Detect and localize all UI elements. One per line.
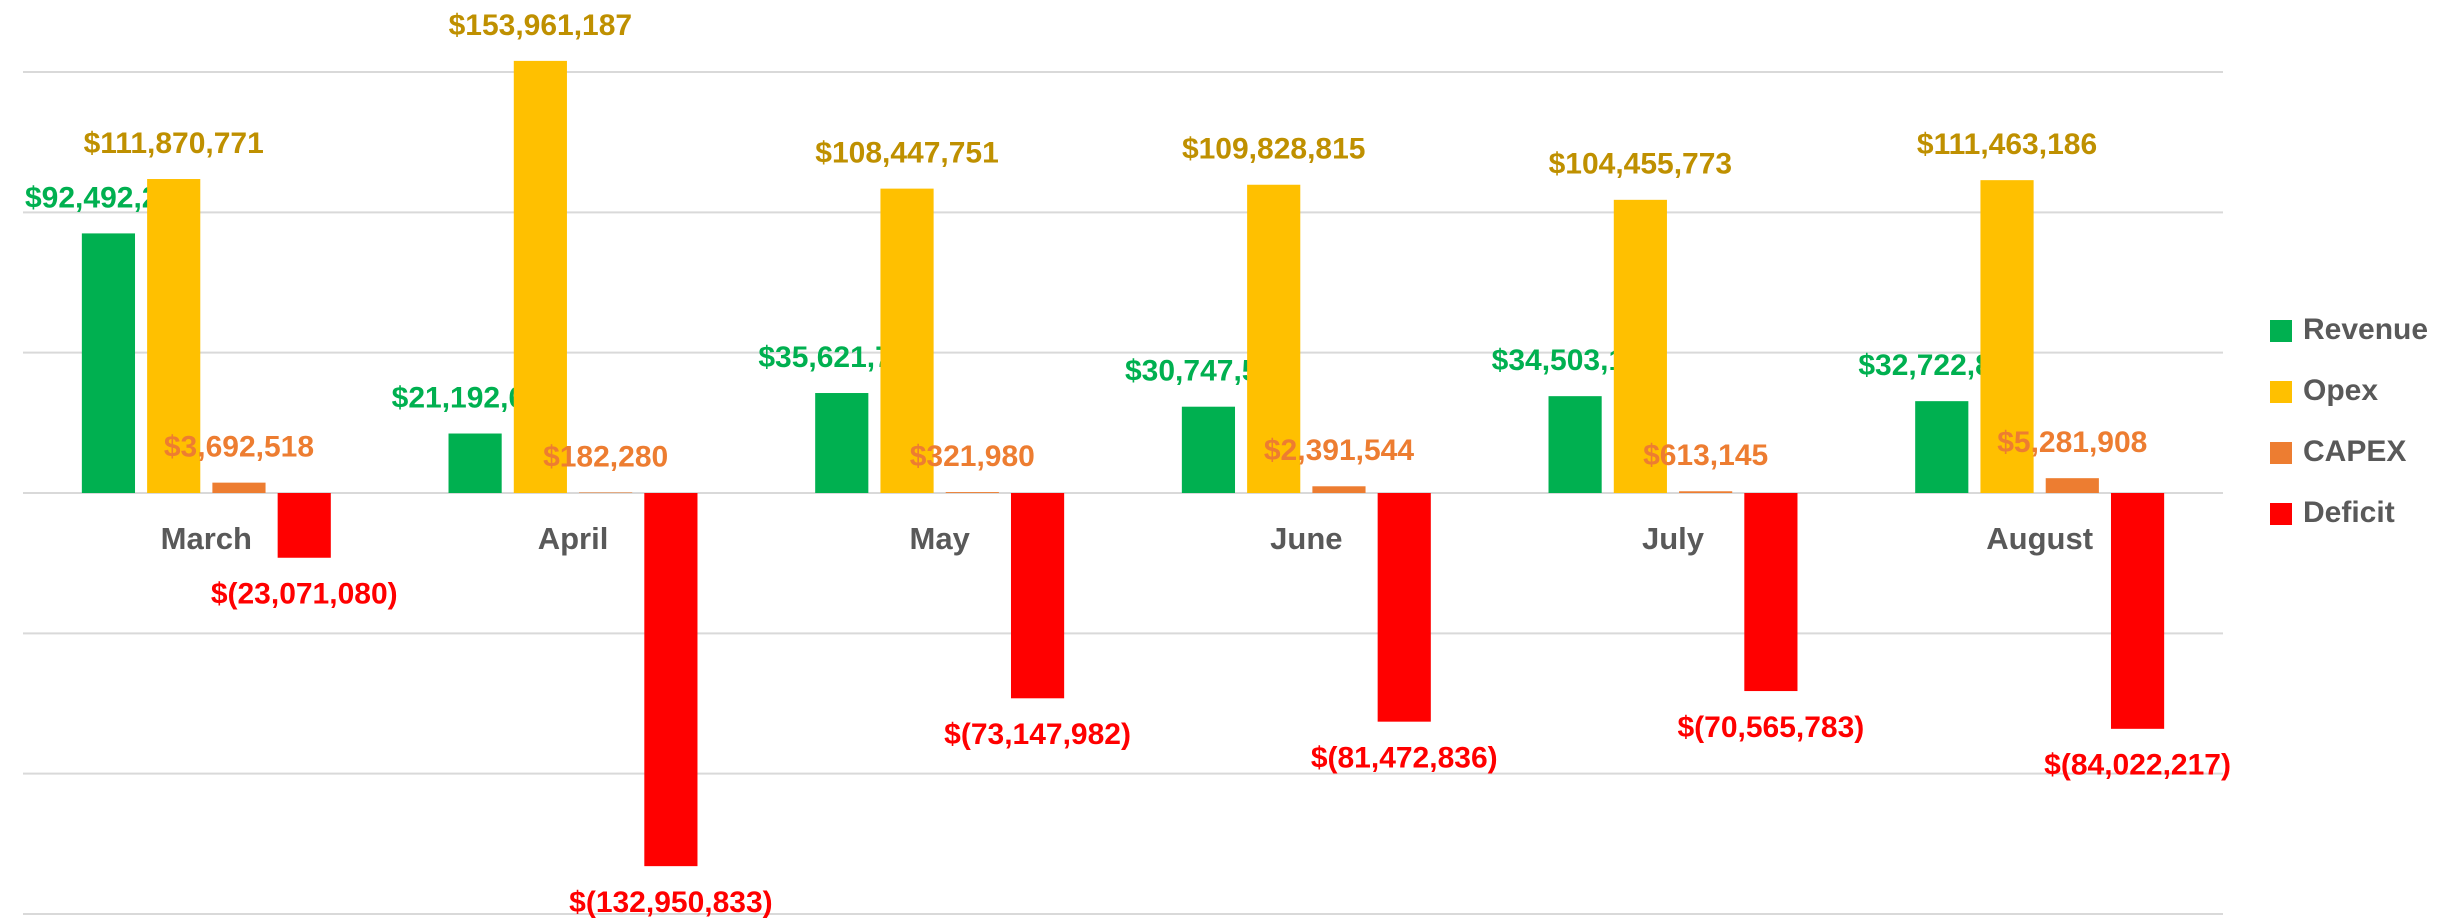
- data-label: $5,281,908: [1997, 426, 2147, 459]
- data-label: $111,870,771: [84, 127, 264, 160]
- data-label: $(132,950,833): [569, 886, 773, 919]
- bar: [1312, 486, 1366, 493]
- bar: [277, 493, 331, 558]
- bar: [1744, 493, 1798, 692]
- bar: [880, 188, 934, 494]
- bar: [1548, 396, 1602, 493]
- bar: [1010, 493, 1065, 699]
- x-tick-label: April: [538, 521, 609, 556]
- bar: [1247, 184, 1301, 493]
- data-label: $321,980: [910, 440, 1035, 473]
- legend-swatch: [2270, 381, 2292, 403]
- data-label: $3,692,518: [164, 431, 314, 464]
- data-label: $153,961,187: [449, 9, 633, 42]
- data-label: $111,463,186: [1917, 128, 2097, 161]
- bar: [2110, 493, 2165, 729]
- data-label: $2,391,544: [1264, 434, 1414, 467]
- legend-label: Opex: [2303, 374, 2378, 407]
- data-label: $(84,022,217): [2044, 749, 2231, 782]
- bar: [212, 482, 266, 493]
- bar: [815, 393, 869, 493]
- data-label: $182,280: [543, 440, 668, 473]
- x-tick-label: August: [1986, 521, 2093, 556]
- x-tick-label: July: [1642, 521, 1705, 556]
- bar: [1679, 491, 1733, 493]
- data-label: $109,828,815: [1182, 133, 1366, 166]
- data-label: $(23,071,080): [211, 578, 398, 611]
- bar: [513, 60, 567, 494]
- legend-label: CAPEX: [2303, 435, 2406, 468]
- data-label: $104,455,773: [1549, 148, 1733, 181]
- legend-label: Deficit: [2303, 496, 2395, 529]
- data-label: $(70,565,783): [1677, 711, 1864, 744]
- bar: [1915, 401, 1969, 493]
- x-tick-label: May: [910, 521, 971, 556]
- x-tick-label: March: [161, 521, 252, 556]
- bar: [1980, 180, 2034, 494]
- bar: [644, 493, 698, 867]
- bar: [2045, 478, 2099, 493]
- data-label: $(73,147,982): [944, 718, 1131, 751]
- data-label: $108,447,751: [815, 137, 999, 170]
- x-tick-label: June: [1270, 521, 1342, 556]
- data-label: $(81,472,836): [1311, 742, 1498, 775]
- bar: [147, 179, 201, 493]
- bar: [81, 233, 136, 493]
- data-label: $613,145: [1643, 439, 1768, 472]
- bar: [945, 492, 999, 493]
- bar: [1377, 493, 1431, 722]
- bar: [1181, 406, 1236, 493]
- legend-swatch: [2270, 503, 2292, 525]
- legend-label: Revenue: [2303, 313, 2428, 346]
- bar: [579, 492, 633, 493]
- legend-swatch: [2270, 442, 2292, 464]
- bar: [1613, 199, 1667, 494]
- legend-swatch: [2270, 320, 2292, 342]
- bar: [448, 433, 502, 493]
